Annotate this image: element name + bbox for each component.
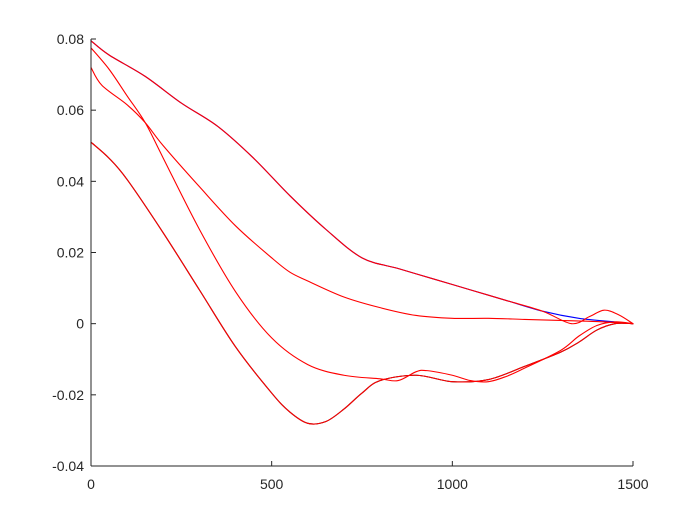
x-tick-label: 0: [87, 476, 95, 492]
y-tick-label: 0: [76, 316, 84, 332]
series-line-5: [90, 47, 634, 383]
y-tick-label: -0.04: [52, 458, 84, 474]
y-tick-label: 0.02: [57, 245, 84, 261]
y-tick-label: 0.04: [57, 173, 84, 189]
series-line-6: [90, 66, 634, 325]
plot-background: [91, 39, 633, 466]
y-tick-label: -0.02: [52, 387, 84, 403]
x-tick-label: 1500: [617, 476, 648, 492]
x-tick-label: 1000: [437, 476, 468, 492]
series-line-4: [90, 141, 634, 425]
series-layer: [90, 40, 634, 425]
y-tick-label: 0.06: [57, 102, 84, 118]
x-tick-label: 500: [260, 476, 284, 492]
y-axis-ticks: -0.04 -0.02 0 0.02 0.04 0.06 0.08: [52, 31, 96, 474]
x-axis-ticks: 0 500 1000 1500: [87, 461, 649, 492]
y-tick-label: 0.08: [57, 31, 84, 47]
series-line-2: [90, 40, 634, 325]
